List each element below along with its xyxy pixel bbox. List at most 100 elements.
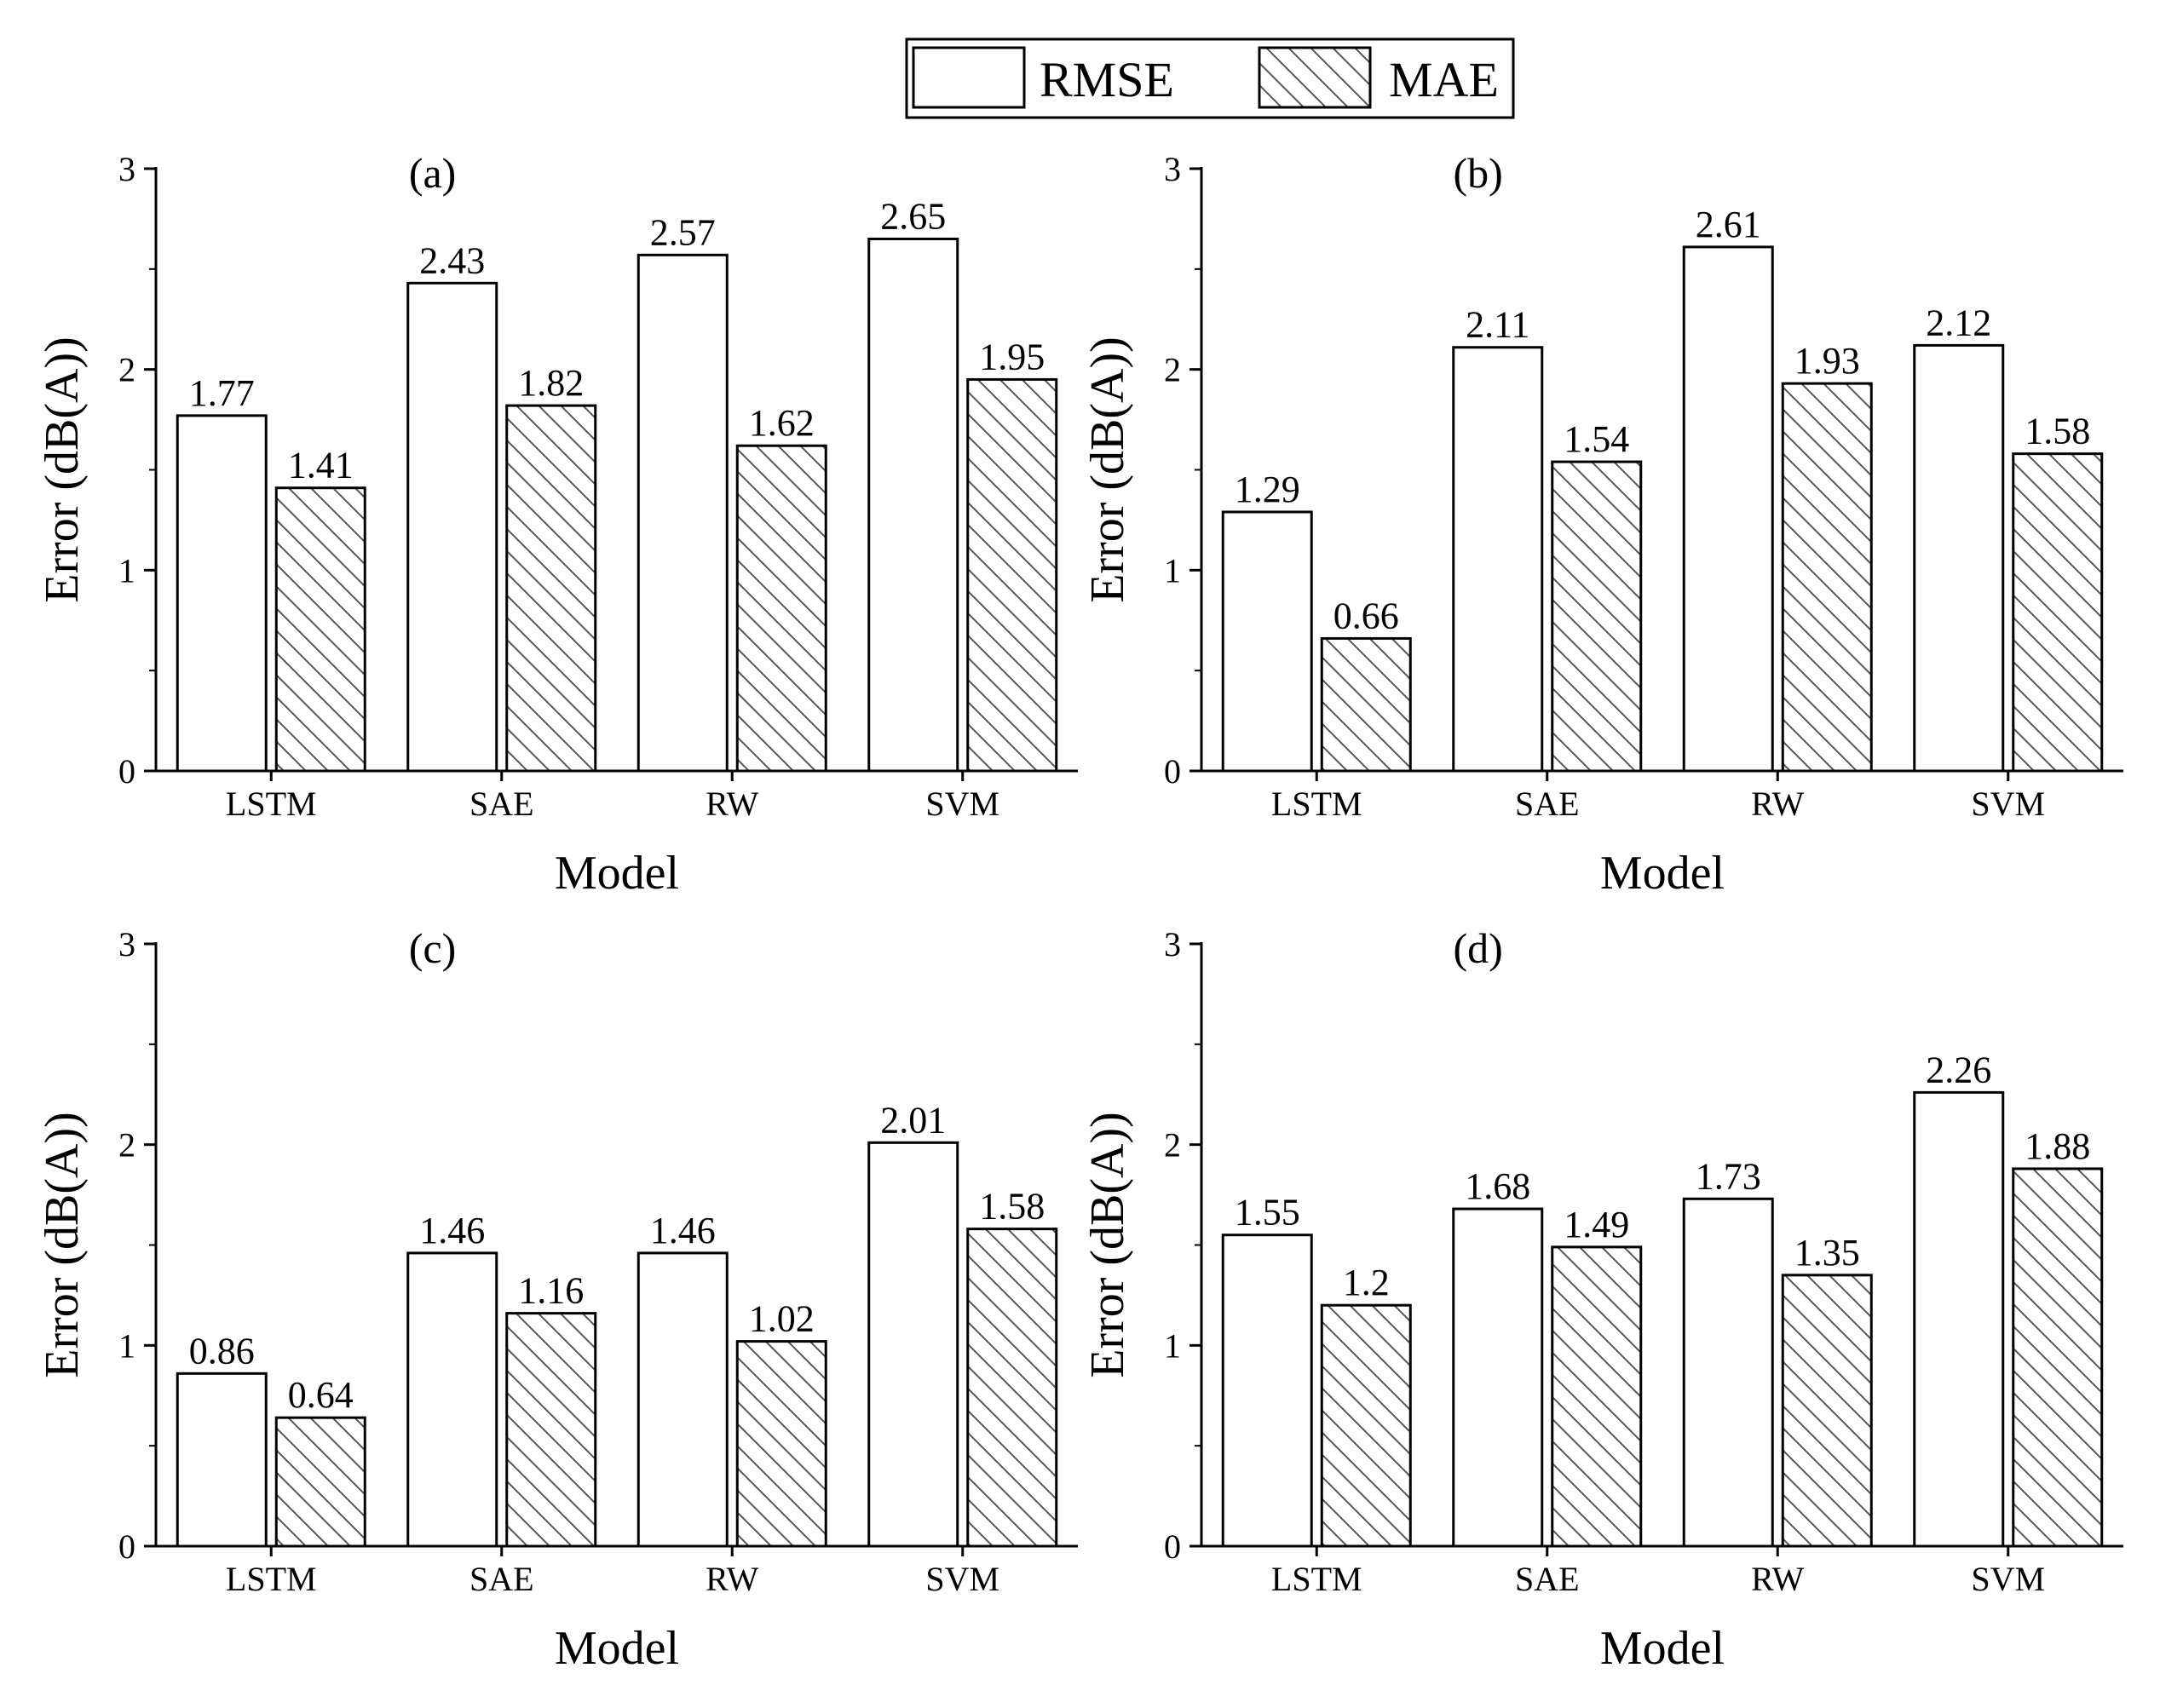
bar-rmse-svm-d: [1913, 1090, 2005, 1548]
panel-title-b: (b): [1453, 149, 1502, 197]
y-tick-label-d-2: 2: [1164, 1126, 1181, 1165]
bar-mae-svm-c: [966, 1228, 1058, 1548]
bar-mae-svm-d: [2012, 1167, 2104, 1548]
bar-mae-rw-b: [1781, 382, 1873, 773]
bar-rmse-lstm-a: [176, 414, 268, 773]
y-tick-label-c-1: 1: [118, 1326, 135, 1365]
panel-title-d: (d): [1453, 924, 1502, 972]
value-label-rmse-svm-c: 2.01: [880, 1099, 946, 1141]
bar-mae-sae-a: [505, 404, 597, 773]
legend-label-rmse: RMSE: [1040, 52, 1174, 107]
x-tick-label-c-0: LSTM: [226, 1560, 317, 1598]
value-label-mae-svm-a: 1.95: [979, 336, 1045, 377]
x-tick-label-a-2: RW: [706, 785, 758, 823]
legend-swatch-mae: [1258, 46, 1372, 109]
bar-rmse-rw-c: [636, 1251, 729, 1548]
bar-rmse-svm-a: [867, 237, 959, 773]
value-label-rmse-rw-b: 2.61: [1696, 204, 1761, 245]
bar-rmse-lstm-d: [1221, 1234, 1313, 1548]
y-tick-label-d-1: 1: [1164, 1326, 1181, 1365]
y-tick-label-c-3: 3: [118, 925, 135, 963]
value-label-mae-lstm-b: 0.66: [1333, 595, 1399, 636]
value-label-mae-svm-c: 1.58: [979, 1186, 1045, 1228]
bar-mae-rw-d: [1781, 1274, 1873, 1548]
x-tick-label-d-1: SAE: [1515, 1560, 1580, 1598]
y-axis-label-c: Error (dB(A)): [36, 1112, 89, 1378]
bar-mae-lstm-d: [1320, 1303, 1412, 1548]
y-axis-label-a: Error (dB(A)): [36, 336, 89, 603]
value-label-rmse-lstm-b: 1.29: [1235, 469, 1300, 510]
value-label-mae-svm-d: 1.88: [2025, 1125, 2090, 1167]
bar-mae-rw-a: [735, 444, 827, 773]
x-tick-label-c-2: RW: [706, 1560, 758, 1598]
bar-mae-sae-c: [505, 1312, 597, 1548]
y-tick-label-b-2: 2: [1164, 351, 1181, 389]
x-tick-label-b-3: SVM: [1971, 785, 2045, 823]
bar-rmse-sae-d: [1452, 1207, 1544, 1548]
value-label-mae-lstm-a: 1.41: [288, 445, 354, 486]
bar-rmse-rw-a: [636, 253, 729, 773]
bar-rmse-lstm-b: [1221, 510, 1313, 773]
value-label-mae-lstm-d: 1.2: [1343, 1262, 1390, 1303]
bar-mae-sae-d: [1551, 1245, 1643, 1548]
bar-rmse-lstm-c: [176, 1372, 268, 1548]
value-label-mae-rw-a: 1.62: [749, 402, 815, 444]
y-tick-label-a-2: 2: [118, 351, 135, 389]
x-tick-label-d-3: SVM: [1971, 1560, 2045, 1598]
x-tick-label-c-3: SVM: [925, 1560, 999, 1598]
x-tick-label-a-0: LSTM: [226, 785, 317, 823]
y-tick-label-a-1: 1: [118, 551, 135, 589]
bar-mae-sae-b: [1551, 460, 1643, 773]
bar-mae-lstm-a: [274, 486, 366, 773]
value-label-rmse-lstm-d: 1.55: [1235, 1192, 1300, 1234]
x-tick-label-b-1: SAE: [1515, 785, 1580, 823]
bar-rmse-svm-b: [1913, 343, 2005, 773]
value-label-rmse-sae-c: 1.46: [419, 1210, 485, 1251]
bar-rmse-svm-c: [867, 1141, 959, 1548]
x-tick-label-d-0: LSTM: [1271, 1560, 1362, 1598]
legend-swatch-rmse: [912, 46, 1026, 109]
value-label-mae-rw-c: 1.02: [749, 1298, 815, 1340]
bar-rmse-sae-a: [406, 281, 498, 773]
bar-mae-svm-a: [966, 377, 1058, 773]
value-label-rmse-sae-d: 1.68: [1465, 1165, 1530, 1207]
bar-mae-svm-b: [2012, 452, 2104, 773]
bar-mae-rw-c: [735, 1340, 827, 1548]
chart-panel-c: 0 1 2 3 0.86 0.64 LSTM 1.46 1.16 SAE 1.46 1.02 RW 2.0…: [36, 924, 1078, 1675]
value-label-rmse-rw-c: 1.46: [650, 1210, 716, 1251]
value-label-mae-rw-b: 1.93: [1794, 340, 1860, 382]
value-label-rmse-sae-b: 2.11: [1466, 304, 1529, 346]
legend-label-mae: MAE: [1389, 52, 1499, 107]
value-label-rmse-rw-d: 1.73: [1696, 1155, 1761, 1197]
value-label-rmse-svm-b: 2.12: [1926, 302, 1991, 343]
value-label-rmse-sae-a: 2.43: [419, 239, 485, 281]
x-axis-label-a: Model: [555, 847, 679, 900]
value-label-mae-sae-b: 1.54: [1564, 418, 1629, 460]
bar-rmse-sae-c: [406, 1251, 498, 1548]
x-tick-label-a-3: SVM: [925, 785, 999, 823]
value-label-rmse-lstm-a: 1.77: [189, 372, 255, 414]
x-tick-label-b-2: RW: [1751, 785, 1804, 823]
chart-panel-d: 0 1 2 3 1.55 1.2 LSTM 1.68 1.49 SAE 1.73 1.35 RW 2.26…: [1081, 924, 2123, 1675]
x-tick-label-c-1: SAE: [469, 1560, 534, 1598]
value-label-mae-sae-c: 1.16: [518, 1270, 584, 1312]
y-tick-label-d-0: 0: [1164, 1527, 1181, 1566]
value-label-mae-rw-d: 1.35: [1794, 1232, 1860, 1274]
y-tick-label-c-0: 0: [118, 1527, 135, 1566]
bar-mae-lstm-c: [274, 1416, 366, 1548]
x-tick-label-b-0: LSTM: [1271, 785, 1362, 823]
chart-panel-b: 0 1 2 3 1.29 0.66 LSTM 2.11 1.54 SAE 2.61 1.93 RW 2.1…: [1081, 149, 2123, 900]
panel-title-c: (c): [409, 924, 457, 972]
bar-mae-lstm-b: [1320, 636, 1412, 773]
x-tick-label-a-1: SAE: [469, 785, 534, 823]
x-axis-label-d: Model: [1600, 1622, 1725, 1675]
bar-rmse-sae-b: [1452, 346, 1544, 773]
chart-panel-a: 0 1 2 3 1.77 1.41 LSTM 2.43 1.82 SAE 2.57 1.62 RW 2.6…: [36, 149, 1078, 900]
value-label-mae-svm-b: 1.58: [2025, 411, 2090, 452]
value-label-mae-lstm-c: 0.64: [288, 1374, 354, 1416]
panel-title-a: (a): [409, 149, 457, 197]
y-tick-label-a-3: 3: [118, 150, 135, 188]
y-tick-label-b-1: 1: [1164, 551, 1181, 589]
